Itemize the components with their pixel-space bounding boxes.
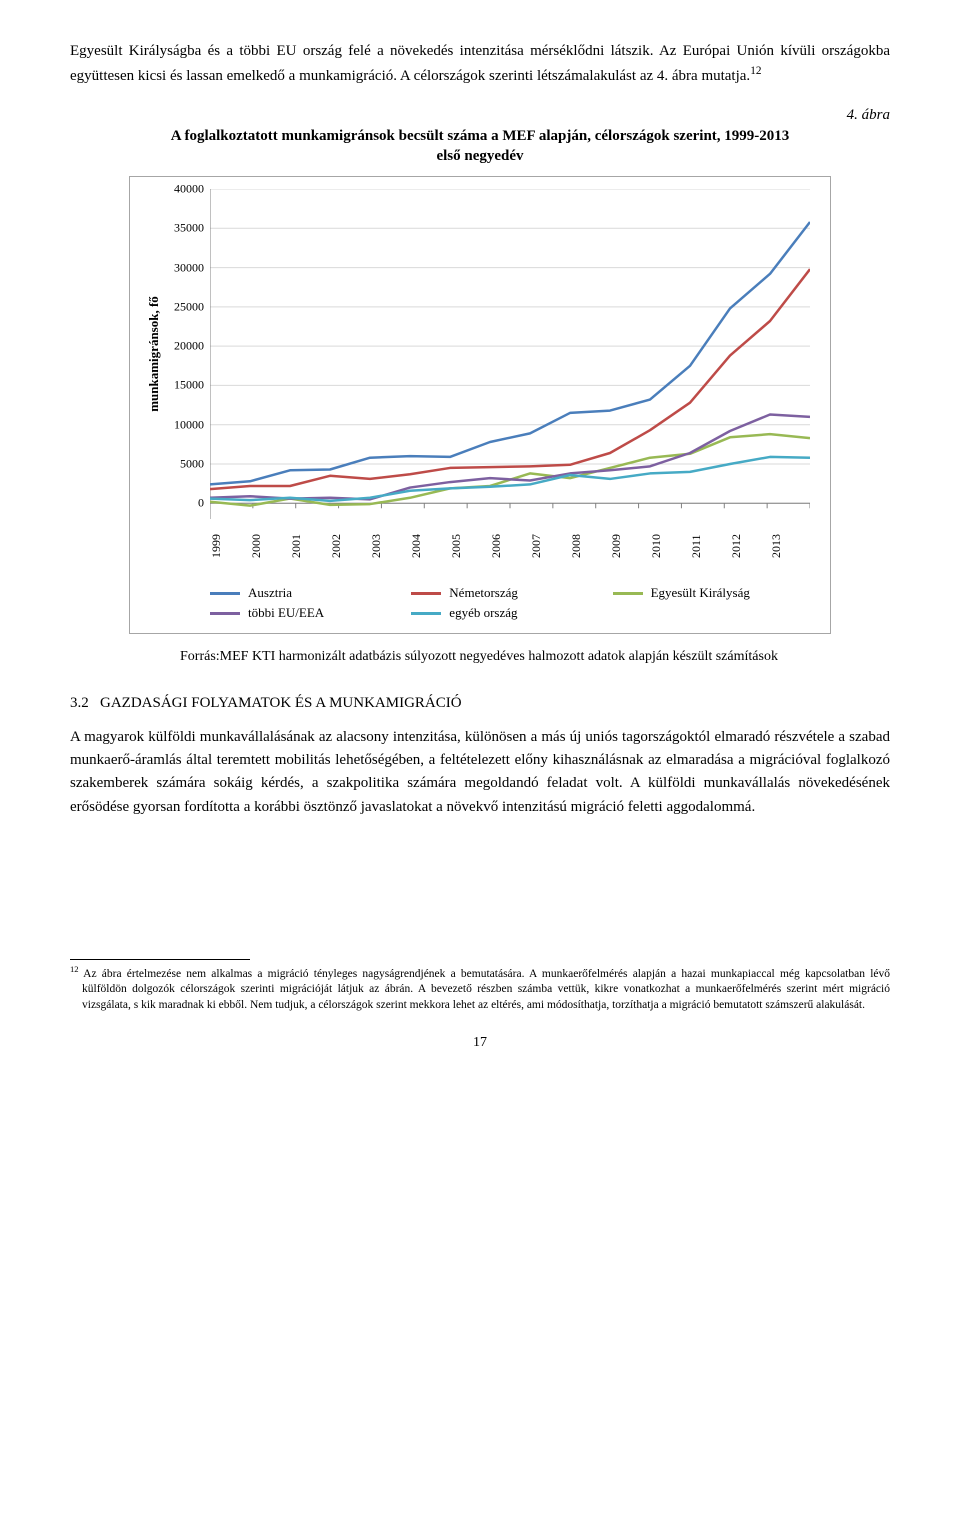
y-tick-label: 15000 [160, 378, 204, 393]
y-tick-label: 0 [160, 496, 204, 511]
legend-item: többi EU/EEA [210, 605, 411, 621]
legend-item: egyéb ország [411, 605, 612, 621]
series-line [210, 269, 810, 489]
footnote-separator [70, 959, 250, 960]
legend-swatch [210, 612, 240, 615]
legend-swatch [613, 592, 643, 595]
chart-svg [210, 189, 810, 519]
figure-4: 4. ábra A foglalkoztatott munkamigránsok… [70, 107, 890, 667]
y-tick-label: 5000 [160, 457, 204, 472]
section-number: 3.2 [70, 695, 89, 711]
section-paragraph: A magyarok külföldi munkavállalásának az… [70, 726, 890, 819]
footnote-12: 12 Az ábra értelmezése nem alkalmas a mi… [70, 964, 890, 1013]
intro-paragraph: Egyesült Királyságba és a többi EU orszá… [70, 40, 890, 89]
chart-plot-area: munkamigránsok, fő 050001000015000200002… [210, 189, 810, 519]
intro-paragraph-text: Egyesült Királyságba és a többi EU orszá… [70, 43, 890, 84]
y-tick-label: 25000 [160, 299, 204, 314]
section-heading: 3.2 GAZDASÁGI FOLYAMATOK ÉS A MUNKAMIGRÁ… [70, 695, 890, 712]
y-tick-label: 10000 [160, 417, 204, 432]
x-tick-label: 2010 [650, 525, 690, 567]
series-line [210, 222, 810, 484]
chart-legend: Ausztria Németország Egyesült Királyság töb… [210, 585, 820, 625]
x-tick-label: 2001 [290, 525, 330, 567]
x-tick-label: 2005 [450, 525, 490, 567]
legend-swatch [411, 612, 441, 615]
legend-swatch [411, 592, 441, 595]
y-tick-label: 30000 [160, 260, 204, 275]
legend-label: Egyesült Királyság [651, 585, 750, 601]
legend-item: Németország [411, 585, 612, 601]
legend-item: Egyesült Királyság [613, 585, 814, 601]
footnote-marker: 12 [70, 964, 79, 974]
legend-swatch [210, 592, 240, 595]
x-tick-label: 2007 [530, 525, 570, 567]
y-tick-label: 40000 [160, 182, 204, 197]
x-tick-label: 1999 [210, 525, 250, 567]
chart-container: munkamigránsok, fő 050001000015000200002… [129, 176, 831, 634]
legend-label: egyéb ország [449, 605, 517, 621]
x-ticks-container: 1999200020012002200320042005200620072008… [210, 525, 810, 567]
x-tick-label: 2003 [370, 525, 410, 567]
section-title: GAZDASÁGI FOLYAMATOK ÉS A MUNKAMIGRÁCIÓ [100, 695, 462, 711]
legend-label: Ausztria [248, 585, 292, 601]
x-tick-label: 2013 [770, 525, 810, 567]
x-tick-label: 2002 [330, 525, 370, 567]
x-tick-label: 2004 [410, 525, 450, 567]
y-tick-label: 20000 [160, 339, 204, 354]
legend-item: Ausztria [210, 585, 411, 601]
figure-title: A foglalkoztatott munkamigránsok becsült… [160, 126, 800, 167]
figure-source: Forrás:MEF KTI harmonizált adatbázis súl… [140, 648, 820, 667]
x-tick-label: 2006 [490, 525, 530, 567]
legend-label: többi EU/EEA [248, 605, 324, 621]
x-tick-label: 2009 [610, 525, 650, 567]
y-tick-label: 35000 [160, 221, 204, 236]
x-tick-label: 2011 [690, 525, 730, 567]
page-number: 17 [70, 1035, 890, 1051]
footnote-text: Az ábra értelmezése nem alkalmas a migrá… [79, 968, 890, 1011]
legend-label: Németország [449, 585, 518, 601]
x-tick-label: 2008 [570, 525, 610, 567]
figure-label: 4. ábra [70, 107, 890, 124]
x-tick-label: 2000 [250, 525, 290, 567]
footnote-ref-12: 12 [750, 65, 761, 77]
x-tick-label: 2012 [730, 525, 770, 567]
